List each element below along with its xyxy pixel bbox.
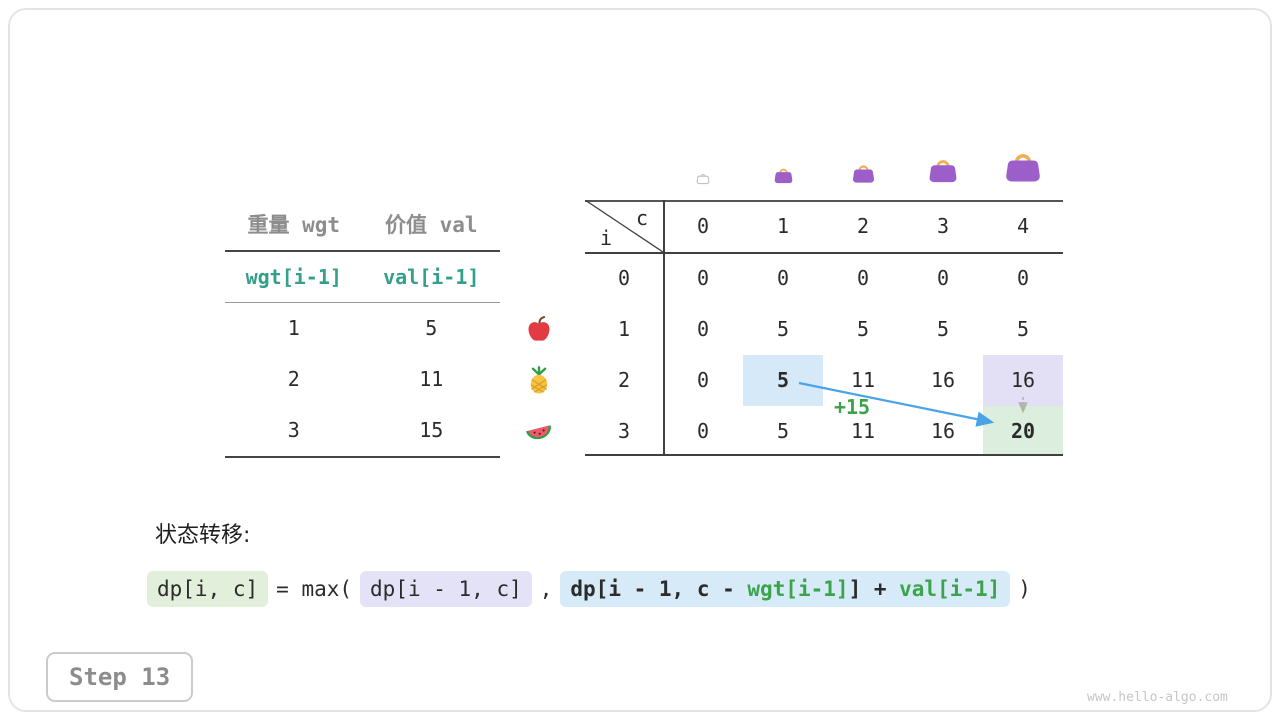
- formula-close-paren: ): [1018, 577, 1031, 601]
- val-var-label: val[i-1]: [383, 265, 480, 289]
- added-value-annotation: +15: [833, 395, 871, 419]
- row-header: 3: [617, 419, 631, 443]
- weight-column-header: 重量 wgt: [247, 213, 341, 237]
- formula-arg2-wgt: wgt[i-1]: [747, 577, 849, 601]
- diagram-frame: 重量 wgt 价值 val wgt[i-1] val[i-1] 1 5 2 11…: [8, 8, 1272, 712]
- item-table-header: 重量 wgt 价值 val: [225, 200, 500, 250]
- corner-diagonal-line: [585, 200, 663, 252]
- state-transition-label: 状态转移:: [155, 523, 251, 548]
- state-transition-formula: dp[i, c] = max( dp[i - 1, c] , dp[i - 1,…: [147, 571, 1039, 607]
- table-border-bottom: [585, 454, 1063, 456]
- col-header: 4: [1016, 214, 1030, 238]
- table-header-divider: [585, 252, 1063, 254]
- bag-capacity-1-icon: [773, 166, 794, 189]
- dp-cell: 5: [776, 419, 790, 443]
- formula-arg2-chip: dp[i - 1, c - wgt[i-1]] + val[i-1]: [560, 571, 1011, 607]
- dp-cell: 16: [930, 419, 956, 443]
- col-header: 2: [856, 214, 870, 238]
- item-row-2: 2 11: [225, 354, 500, 405]
- item-table-var-row: wgt[i-1] val[i-1]: [225, 252, 500, 302]
- formula-eq-max: = max(: [276, 577, 353, 601]
- item-row-1: 1 5: [225, 303, 500, 354]
- bag-capacity-4-icon: [1003, 149, 1043, 189]
- row-header: 2: [617, 368, 631, 392]
- formula-arg1-chip: dp[i - 1, c]: [360, 571, 532, 607]
- dp-cell: 5: [856, 317, 870, 341]
- wgt-var-label: wgt[i-1]: [245, 265, 342, 289]
- item-1-value: 5: [425, 316, 438, 340]
- highlight-result-cell: [983, 406, 1063, 456]
- pineapple-icon: [524, 365, 554, 395]
- dp-cell: 5: [776, 317, 790, 341]
- item-2-value: 11: [419, 367, 444, 391]
- item-1-weight: 1: [287, 316, 300, 340]
- watermark: www.hello-algo.com: [1087, 690, 1228, 705]
- row-header: 0: [617, 266, 631, 290]
- col-header: 3: [936, 214, 950, 238]
- dp-cell-prev: 16: [1010, 368, 1036, 392]
- dp-cell-result: 20: [1010, 419, 1036, 443]
- bag-capacity-3-icon: [927, 156, 959, 189]
- item-3-weight: 3: [287, 418, 300, 442]
- dp-cell: 0: [696, 317, 710, 341]
- divider: [225, 302, 500, 303]
- item-2-weight: 2: [287, 367, 300, 391]
- formula-arg2-prefix: dp[i - 1, c -: [570, 577, 748, 601]
- capacity-bags: [585, 142, 1063, 200]
- bag-capacity-0-icon: [696, 170, 710, 189]
- formula-arg2-val: val[i-1]: [899, 577, 1001, 601]
- apple-icon: [524, 314, 554, 344]
- formula-lhs-chip: dp[i, c]: [147, 571, 269, 607]
- dp-cell: 0: [936, 266, 950, 290]
- table-vertical-divider: [663, 200, 665, 456]
- col-header: 1: [776, 214, 790, 238]
- watermelon-icon: [524, 416, 554, 446]
- bag-capacity-2-icon: [851, 162, 876, 189]
- dp-cell: 0: [696, 368, 710, 392]
- item-table: 重量 wgt 价值 val wgt[i-1] val[i-1] 1 5 2 11…: [225, 200, 500, 458]
- dp-table: c i 0 1 2 3 4 0 1 2 3 0 0 0 0 0 0 5 5 5 …: [585, 200, 1063, 456]
- divider: [225, 250, 500, 252]
- dp-cell: 16: [930, 368, 956, 392]
- dp-cell: 0: [1016, 266, 1030, 290]
- dp-cell: 0: [696, 266, 710, 290]
- capacity-var-label: c: [635, 206, 648, 230]
- dp-cell: 0: [776, 266, 790, 290]
- formula-comma: ,: [539, 577, 553, 601]
- dp-cell: 5: [1016, 317, 1030, 341]
- col-header: 0: [696, 214, 710, 238]
- dp-cell: 5: [936, 317, 950, 341]
- item-row-3: 3 15: [225, 405, 500, 456]
- dp-cell: 0: [856, 266, 870, 290]
- row-header: 1: [617, 317, 631, 341]
- dp-cell: 0: [696, 419, 710, 443]
- value-column-header: 价值 val: [384, 213, 478, 237]
- table-border-top: [585, 200, 1063, 202]
- index-var-label: i: [600, 226, 613, 250]
- divider: [225, 456, 500, 458]
- formula-arg2-mid: ] +: [848, 577, 900, 601]
- dp-cell-source: 5: [776, 368, 790, 392]
- dp-corner-cell: c i: [585, 200, 663, 252]
- item-3-value: 15: [419, 418, 444, 442]
- step-badge: Step 13: [46, 652, 194, 702]
